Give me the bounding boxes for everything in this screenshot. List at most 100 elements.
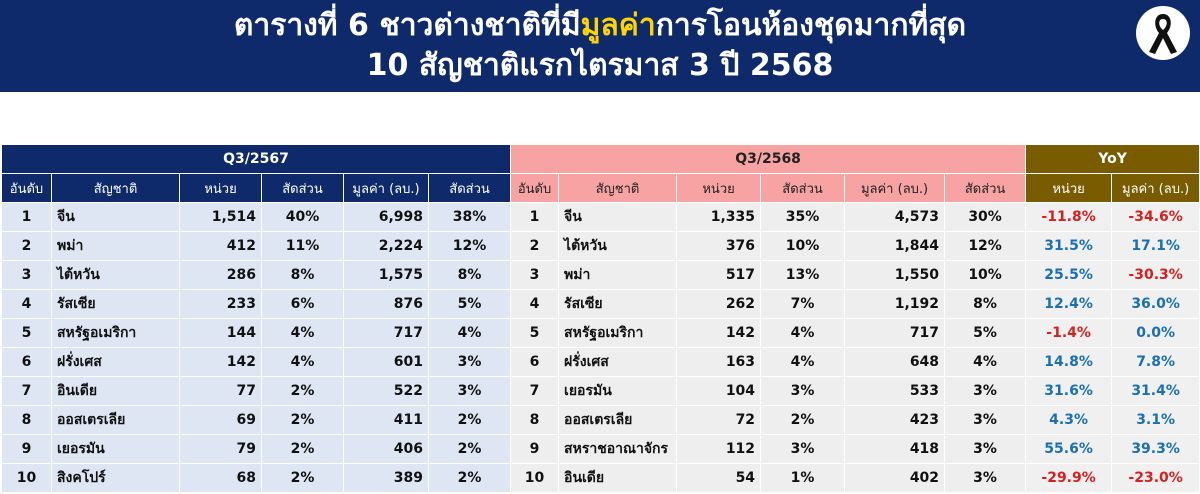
cell-units: 69 xyxy=(179,405,262,435)
cell-rank: 8 xyxy=(510,405,560,435)
cell-units: 54 xyxy=(676,463,762,493)
cell-value-share: 4% xyxy=(944,347,1027,377)
cell-share: 4% xyxy=(261,347,344,377)
cell-yoy-value: -23.0% xyxy=(1111,463,1200,493)
cell-value: 4,573 xyxy=(844,202,946,232)
period-header-yoy: YoY xyxy=(1025,144,1200,174)
cell-nationality: ออสเตรเลีย xyxy=(558,405,678,435)
table-row: 9 เยอรมัน 79 2% 406 2% 9 สหราชอาณาจักร 112 3% 418 3… xyxy=(1,434,1200,464)
cell-units: 112 xyxy=(676,434,762,464)
cell-units: 412 xyxy=(179,231,262,261)
cell-nationality: สหรัฐอเมริกา xyxy=(558,318,678,348)
cell-share: 2% xyxy=(261,463,344,493)
cell-units: 286 xyxy=(179,260,262,290)
cell-value-share: 12% xyxy=(944,231,1027,261)
cell-nationality: จีน xyxy=(51,202,180,232)
cell-value: 406 xyxy=(343,434,429,464)
cell-nationality: พม่า xyxy=(558,260,678,290)
cell-yoy-value: 17.1% xyxy=(1111,231,1200,261)
cell-share: 7% xyxy=(760,289,846,319)
cell-share: 2% xyxy=(760,405,846,435)
col-header-units: หน่วย xyxy=(676,173,762,203)
table-row: 7 อินเดีย 77 2% 522 3% 7 เยอรมัน 104 3% 533 3% 31.6%… xyxy=(1,376,1200,406)
cell-value-share: 3% xyxy=(944,376,1027,406)
cell-share: 6% xyxy=(261,289,344,319)
cell-share: 11% xyxy=(261,231,344,261)
cell-yoy-value: -30.3% xyxy=(1111,260,1200,290)
cell-share: 10% xyxy=(760,231,846,261)
cell-value: 876 xyxy=(343,289,429,319)
col-header-share: สัดส่วน xyxy=(261,173,344,203)
cell-units: 104 xyxy=(676,376,762,406)
cell-yoy-value: -34.6% xyxy=(1111,202,1200,232)
cell-nationality: เยอรมัน xyxy=(51,434,180,464)
column-header-row: อันดับ สัญชาติ หน่วย สัดส่วน มูลค่า (ลบ.… xyxy=(1,173,1200,203)
cell-units: 233 xyxy=(179,289,262,319)
cell-value: 418 xyxy=(844,434,946,464)
col-header-value-share: สัดส่วน xyxy=(427,173,512,203)
cell-share: 1% xyxy=(760,463,846,493)
cell-rank: 9 xyxy=(1,434,52,464)
col-header-value: มูลค่า (ลบ.) xyxy=(844,173,946,203)
cell-units: 79 xyxy=(179,434,262,464)
cell-value: 717 xyxy=(844,318,946,348)
col-header-value: มูลค่า (ลบ.) xyxy=(343,173,429,203)
cell-share: 3% xyxy=(760,376,846,406)
cell-value: 1,575 xyxy=(343,260,429,290)
cell-nationality: รัสเซีย xyxy=(558,289,678,319)
cell-rank: 2 xyxy=(1,231,52,261)
cell-nationality: ฝรั่งเศส xyxy=(51,347,180,377)
cell-share: 40% xyxy=(261,202,344,232)
cell-nationality: อินเดีย xyxy=(51,376,180,406)
cell-share: 4% xyxy=(760,347,846,377)
cell-rank: 4 xyxy=(1,289,52,319)
table-row: 1 จีน 1,514 40% 6,998 38% 1 จีน 1,335 35% 4,573 30%… xyxy=(1,202,1200,232)
cell-units: 142 xyxy=(676,318,762,348)
cell-yoy-value: 31.4% xyxy=(1111,376,1200,406)
cell-share: 2% xyxy=(261,434,344,464)
col-header-share: สัดส่วน xyxy=(760,173,846,203)
cell-value: 411 xyxy=(343,405,429,435)
cell-nationality: ไต้หวัน xyxy=(51,260,180,290)
table-row: 5 สหรัฐอเมริกา 144 4% 717 4% 5 สหรัฐอเมริกา 142 4… xyxy=(1,318,1200,348)
cell-value-share: 38% xyxy=(427,202,512,232)
cell-units: 68 xyxy=(179,463,262,493)
cell-yoy-units: -1.4% xyxy=(1025,318,1113,348)
period-header-q3-2567: Q3/2567 xyxy=(0,144,512,174)
cell-nationality: สิงคโปร์ xyxy=(51,463,180,493)
cell-value-share: 4% xyxy=(427,318,512,348)
table-row: 10 สิงคโปร์ 68 2% 389 2% 10 อินเดีย 54 1% 402 3% -29… xyxy=(1,463,1200,493)
cell-units: 262 xyxy=(676,289,762,319)
table-row: 8 ออสเตรเลีย 69 2% 411 2% 8 ออสเตรเลีย 72 2% 423 3%… xyxy=(1,405,1200,435)
nationality-transfer-table: Q3/2567 Q3/2568 YoY อันดับ สัญชาติ หน่วย… xyxy=(0,144,1200,493)
cell-value-share: 3% xyxy=(944,463,1027,493)
cell-nationality: ออสเตรเลีย xyxy=(51,405,180,435)
title-banner: ตารางที่ 6 ชาวต่างชาติที่มีมูลค่าการโอนห… xyxy=(0,0,1200,92)
table-row: 2 พม่า 412 11% 2,224 12% 2 ไต้หวัน 376 10% 1,844 12… xyxy=(1,231,1200,261)
table-row: 6 ฝรั่งเศส 142 4% 601 3% 6 ฝรั่งเศส 163 4% 648 4% 14… xyxy=(1,347,1200,377)
title-part-post: การโอนห้องชุดมากที่สุด xyxy=(655,8,967,43)
cell-value-share: 3% xyxy=(427,347,512,377)
page-title-line2: 10 สัญชาติแรกไตรมาส 3 ปี 2568 xyxy=(366,48,834,83)
cell-nationality: อินเดีย xyxy=(558,463,678,493)
cell-value: 402 xyxy=(844,463,946,493)
cell-value-share: 10% xyxy=(944,260,1027,290)
title-highlight: มูลค่า xyxy=(580,8,656,43)
cell-yoy-units: -29.9% xyxy=(1025,463,1113,493)
cell-units: 77 xyxy=(179,376,262,406)
cell-yoy-units: 4.3% xyxy=(1025,405,1113,435)
cell-yoy-value: 3.1% xyxy=(1111,405,1200,435)
cell-value-share: 2% xyxy=(427,434,512,464)
period-header-row: Q3/2567 Q3/2568 YoY xyxy=(0,144,1200,174)
cell-value-share: 3% xyxy=(944,434,1027,464)
cell-value: 717 xyxy=(343,318,429,348)
cell-units: 142 xyxy=(179,347,262,377)
cell-rank: 1 xyxy=(1,202,52,232)
cell-value-share: 8% xyxy=(427,260,512,290)
cell-units: 144 xyxy=(179,318,262,348)
col-header-yoy-value: มูลค่า (ลบ.) xyxy=(1111,173,1200,203)
cell-share: 2% xyxy=(261,405,344,435)
cell-value: 1,192 xyxy=(844,289,946,319)
col-header-rank: อันดับ xyxy=(1,173,52,203)
cell-nationality: พม่า xyxy=(51,231,180,261)
